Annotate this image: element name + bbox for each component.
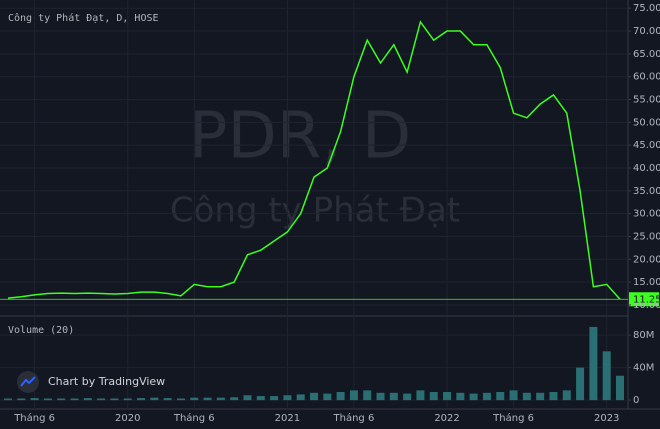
volume-bar — [376, 392, 385, 401]
volume-bar — [562, 390, 571, 401]
volume-bar — [230, 397, 239, 401]
volume-bar — [349, 390, 358, 401]
y-tick-label: 60.00 — [633, 72, 660, 83]
volume-bar — [576, 367, 585, 401]
volume-bar — [363, 390, 372, 401]
branding[interactable]: Chart by TradingView — [17, 371, 165, 393]
volume-bar — [456, 392, 465, 401]
y-tick-label: 50.00 — [633, 117, 660, 128]
y-tick-label: 15.00 — [633, 277, 660, 288]
x-tick-label: Tháng 6 — [333, 412, 375, 424]
chart-title: Công ty Phát Đạt, D, HOSE — [8, 12, 159, 24]
x-tick-label: Tháng 6 — [492, 412, 534, 424]
volume-bar — [123, 398, 132, 401]
volume-bar — [496, 391, 505, 401]
y-tick-label: 75.00 — [633, 3, 660, 14]
x-tick-label: 2023 — [594, 413, 619, 424]
volume-bar — [30, 398, 39, 401]
volume-bar — [190, 397, 199, 401]
volume-bar — [57, 398, 66, 401]
volume-bar — [536, 392, 545, 401]
volume-bar — [163, 398, 172, 401]
volume-bar — [602, 351, 611, 401]
volume-bar — [389, 392, 398, 401]
volume-bar — [216, 397, 225, 401]
volume-bar — [4, 398, 12, 401]
volume-bar — [469, 393, 478, 401]
volume-title: Volume (20) — [8, 325, 74, 336]
x-tick-label: Tháng 6 — [13, 412, 55, 424]
x-tick-label: 2020 — [115, 413, 140, 424]
volume-bar — [482, 392, 491, 401]
volume-bar — [310, 392, 318, 401]
volume-bar — [70, 398, 79, 401]
volume-bar — [296, 394, 305, 401]
y-tick-label: 55.00 — [633, 95, 660, 106]
branding-text[interactable]: Chart by TradingView — [48, 375, 165, 388]
volume-bar — [283, 395, 292, 401]
y-tick-label: 20.00 — [633, 254, 660, 265]
volume-bar — [243, 395, 252, 401]
x-tick-label: 2021 — [275, 413, 300, 424]
volume-bar — [616, 375, 624, 401]
watermark: PDR, D — [189, 100, 411, 174]
price-line — [7, 20, 621, 300]
x-tick-label: Tháng 6 — [173, 412, 215, 424]
watermark-subtitle: Công ty Phát Đạt — [170, 191, 460, 231]
y-tick-label: 35.00 — [633, 186, 660, 197]
volume-bar — [589, 326, 598, 401]
volume-bar — [403, 393, 412, 401]
volume-bar — [323, 393, 332, 401]
volume-bar — [336, 391, 345, 401]
volume-bar — [43, 398, 52, 401]
volume-bar — [17, 398, 26, 401]
y-tick-label: 30.00 — [633, 209, 660, 220]
marks — [0, 20, 659, 401]
y-tick-label: 25.00 — [633, 231, 660, 242]
volume-bar — [256, 396, 265, 401]
price-tag-label: 11.25 — [633, 294, 660, 305]
volume-bar — [416, 390, 425, 401]
y-tick-label: 40.00 — [633, 163, 660, 174]
y-tick-label: 80M — [633, 330, 654, 341]
volume-bar — [83, 398, 92, 401]
volume-bar — [176, 398, 185, 401]
volume-bar — [443, 391, 452, 401]
price-tag — [629, 292, 659, 307]
volume-bar — [509, 390, 518, 401]
volume-bar — [270, 396, 279, 401]
y-tick-label: 0 — [633, 395, 639, 406]
y-tick-label: 40M — [633, 363, 654, 374]
volume-bar — [429, 391, 438, 401]
volume-bar — [549, 391, 558, 401]
volume-bar — [522, 392, 531, 401]
volume-bar — [203, 397, 212, 401]
y-tick-label: 45.00 — [633, 140, 660, 151]
volume-bar — [110, 398, 119, 401]
y-tick-label: 70.00 — [633, 26, 660, 37]
y-tick-label: 10.00 — [633, 300, 660, 311]
y-tick-label: 65.00 — [633, 49, 660, 60]
volume-bar — [137, 398, 146, 401]
volume-bar — [150, 397, 159, 401]
volume-bar — [97, 398, 106, 401]
branding-icon-line — [20, 376, 36, 387]
x-tick-label: 2022 — [434, 413, 459, 424]
